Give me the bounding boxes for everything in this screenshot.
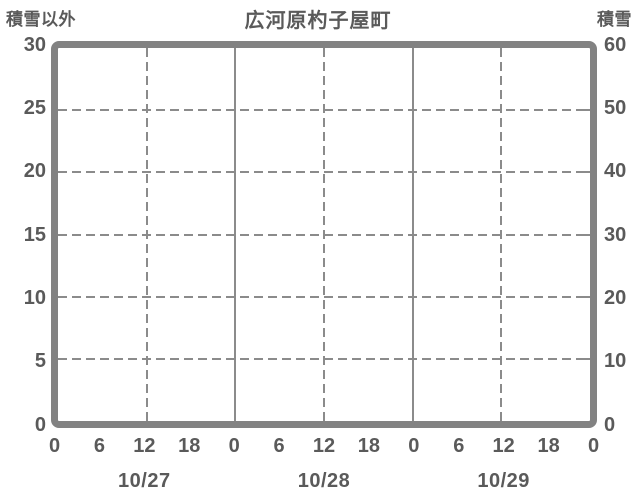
right-axis-tick: 30 <box>604 223 627 246</box>
date-label: 10/29 <box>477 470 530 492</box>
axis-tick-mark <box>582 295 590 298</box>
hour-tick: 12 <box>492 435 515 457</box>
axis-tick-mark <box>58 109 66 112</box>
hour-tick: 6 <box>453 435 465 457</box>
hour-tick: 18 <box>357 435 381 457</box>
left-axis-tick: 30 <box>23 33 46 56</box>
axis-tick-mark <box>582 357 590 360</box>
right-axis-tick: 0 <box>604 413 616 436</box>
date-label: 10/27 <box>118 470 171 492</box>
right-axis-tick: 10 <box>604 350 627 373</box>
right-axis-tick: 50 <box>604 96 627 119</box>
left-axis-tick: 10 <box>23 286 46 309</box>
hour-tick: 18 <box>537 435 560 457</box>
axis-tick-mark <box>582 109 590 112</box>
gridlines <box>58 48 590 421</box>
noon-gridline <box>323 48 325 421</box>
date-label: 10/28 <box>297 470 351 492</box>
hour-tick: 6 <box>273 435 285 457</box>
hour-tick: 12 <box>312 435 336 457</box>
left-axis-title: 積雪以外 <box>6 10 76 29</box>
hour-tick: 0 <box>228 435 240 457</box>
axis-tick-mark <box>58 233 66 236</box>
midnight-gridline <box>411 48 414 421</box>
left-axis-tick: 20 <box>23 160 46 183</box>
hour-tick: 0 <box>587 435 600 457</box>
hour-tick: 18 <box>178 435 201 457</box>
left-axis-tick: 5 <box>34 350 46 373</box>
hour-tick: 6 <box>93 435 105 457</box>
axis-tick-mark <box>58 295 66 298</box>
right-axis-tick: 20 <box>604 286 627 309</box>
plot-area-frame <box>51 41 597 428</box>
noon-gridline <box>500 48 503 421</box>
midnight-gridline <box>234 48 237 421</box>
axis-tick-mark <box>582 171 590 174</box>
noon-gridline <box>145 48 148 421</box>
left-axis-tick: 0 <box>34 413 46 436</box>
hour-tick: 0 <box>48 435 61 457</box>
left-axis-tick: 25 <box>23 96 46 119</box>
axis-tick-mark <box>58 171 66 174</box>
hour-tick: 0 <box>408 435 420 457</box>
left-axis-tick: 15 <box>23 223 46 246</box>
axis-tick-mark <box>582 233 590 236</box>
hour-tick: 12 <box>133 435 156 457</box>
axis-tick-mark <box>58 357 66 360</box>
right-axis-title: 積雪 <box>597 10 632 29</box>
right-axis-tick: 40 <box>604 160 627 183</box>
right-axis-tick: 60 <box>604 33 627 56</box>
chart-title: 広河原杓子屋町 <box>244 10 392 32</box>
